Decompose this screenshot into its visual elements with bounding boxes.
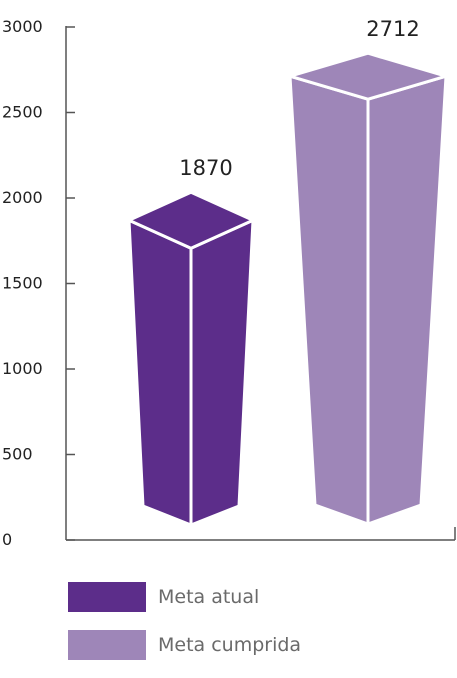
bar-top-face xyxy=(288,51,448,101)
y-tick-label: 3000 xyxy=(2,17,43,36)
legend-label-meta-atual: Meta atual xyxy=(158,586,260,608)
data-labels: 1870 2712 xyxy=(179,17,419,180)
bar-left-face xyxy=(127,218,193,527)
bar-top-face xyxy=(127,190,255,250)
bar-right-face xyxy=(189,218,255,527)
y-axis-ticks: 0 500 1000 1500 2000 2500 3000 xyxy=(2,17,75,549)
data-label-2: 2712 xyxy=(366,17,419,41)
bar-1 xyxy=(127,190,255,527)
data-label-1: 1870 xyxy=(179,156,232,180)
legend-item-meta-cumprida: Meta cumprida xyxy=(68,630,301,660)
y-tick-label: 500 xyxy=(2,445,33,464)
bar-2 xyxy=(288,51,448,526)
legend-swatch-meta-atual xyxy=(68,582,146,612)
y-tick-label: 0 xyxy=(2,530,12,549)
legend-swatch-meta-cumprida xyxy=(68,630,146,660)
y-tick-label: 1000 xyxy=(2,359,43,378)
chart-bars xyxy=(127,51,448,527)
bar-right-face xyxy=(366,74,448,526)
y-tick-label: 1500 xyxy=(2,274,43,293)
y-tick-label: 2000 xyxy=(2,188,43,207)
chart-legend: Meta atual Meta cumprida xyxy=(68,582,301,678)
bar-left-face xyxy=(288,74,370,526)
legend-item-meta-atual: Meta atual xyxy=(68,582,301,612)
legend-label-meta-cumprida: Meta cumprida xyxy=(158,634,302,656)
y-tick-label: 2500 xyxy=(2,103,43,122)
bar-chart: 0 500 1000 1500 2000 2500 3000 1870 2712 xyxy=(2,17,456,549)
